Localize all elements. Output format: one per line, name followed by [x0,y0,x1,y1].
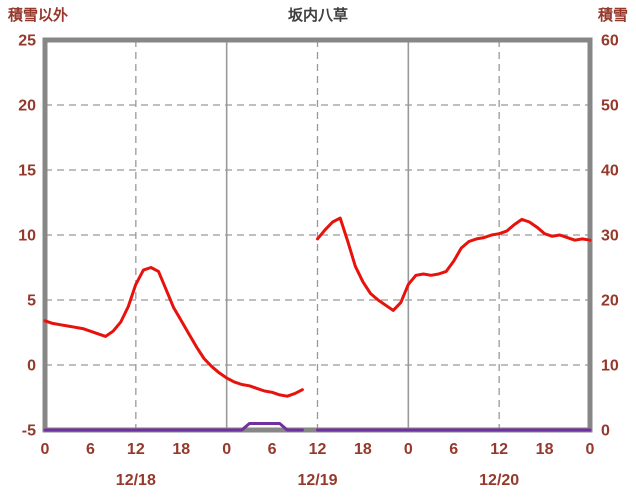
y-tick-label-left: 15 [18,163,36,180]
temp-series-line [43,216,592,398]
x-tick-label: 12 [127,441,145,458]
x-tick-label: 18 [172,441,190,458]
x-tick-label: 6 [86,441,95,458]
y-tick-label-right: 40 [601,163,619,180]
y-tick-label-right: 60 [601,33,619,50]
y-tick-label-right: 0 [601,423,610,440]
y-tick-label-right: 20 [601,293,619,310]
y-tick-label-left: 25 [18,33,36,50]
chart-title: 坂内八草 [287,7,348,24]
x-tick-label: 12 [490,441,508,458]
x-tick-label: 0 [586,441,595,458]
y-tick-label-left: 5 [27,293,36,310]
x-tick-label: 0 [41,441,50,458]
y-tick-label-left: 10 [18,228,36,245]
left-axis-title: 積雪以外 [8,7,69,24]
date-label: 12/20 [479,472,519,489]
x-tick-label: 0 [404,441,413,458]
x-tick-label: 12 [309,441,327,458]
x-tick-label: 0 [222,441,231,458]
y-tick-label-left: 20 [18,98,36,115]
x-tick-label: 18 [536,441,554,458]
right-axis-title: 積雪 [597,7,628,24]
y-tick-label-left: -5 [22,423,36,440]
date-label: 12/18 [116,472,156,489]
x-tick-label: 18 [354,441,372,458]
y-tick-label-left: 0 [27,358,36,375]
date-label: 12/19 [297,472,337,489]
y-tick-label-right: 10 [601,358,619,375]
snow-series-line [43,422,592,432]
y-tick-label-right: 30 [601,228,619,245]
y-tick-label-right: 50 [601,98,619,115]
x-tick-label: 6 [449,441,458,458]
x-tick-label: 6 [268,441,277,458]
